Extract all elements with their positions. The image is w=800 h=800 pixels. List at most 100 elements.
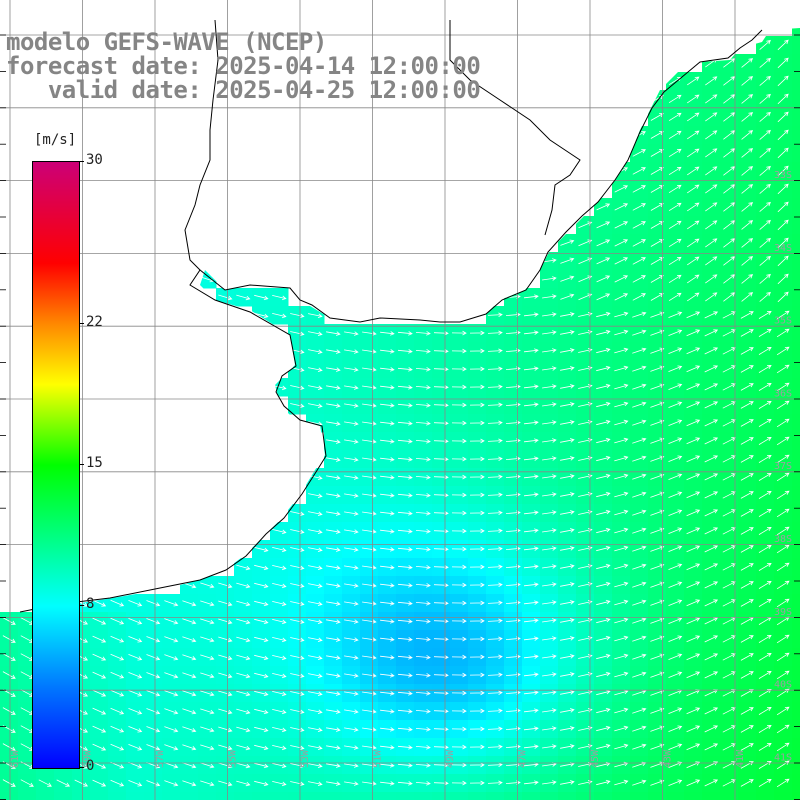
wind-arrow [740, 455, 754, 463]
longitude-label: 53W [300, 749, 311, 768]
wind-arrow [308, 727, 323, 732]
wind-arrow [668, 419, 683, 426]
wind-arrow [164, 690, 179, 697]
wind-arrow [397, 637, 413, 642]
wind-arrow [254, 708, 269, 715]
wind-arrow [560, 438, 575, 443]
wind-arrow [380, 367, 395, 372]
wind-arrow [686, 329, 701, 337]
wind-arrow [542, 420, 557, 425]
wind-arrow [650, 401, 665, 408]
wind-arrow [362, 529, 377, 534]
wind-arrow [326, 619, 341, 624]
wind-arrow [2, 635, 16, 643]
wind-arrow [272, 529, 287, 535]
wind-arrow [344, 529, 359, 534]
wind-arrow [632, 581, 647, 588]
field-cell [306, 792, 325, 800]
wind-arrow [451, 402, 467, 408]
wind-arrow [415, 421, 431, 426]
coastline [19, 29, 763, 613]
wind-arrow [758, 562, 772, 571]
wind-arrow [344, 493, 359, 498]
wind-arrow [362, 601, 377, 606]
wind-arrow [776, 472, 790, 482]
wind-arrow [614, 455, 629, 462]
wind-arrow [487, 528, 503, 534]
wind-arrow [397, 619, 413, 624]
map-title-block: modelo GEFS-WAVE (NCEP) forecast date: 2… [6, 30, 481, 102]
wind-arrow [344, 385, 359, 390]
wind-arrow [254, 582, 269, 589]
wind-arrow [523, 294, 539, 299]
wind-arrow [254, 780, 269, 787]
wind-arrow [397, 493, 413, 498]
wind-arrow [469, 366, 485, 372]
wind-arrow [415, 763, 431, 768]
longitude-label: 57W [155, 749, 166, 768]
wind-arrow [705, 274, 718, 284]
wind-arrow [397, 763, 413, 768]
longitude-label: 61W [10, 749, 21, 768]
wind-arrow [668, 274, 682, 284]
wind-arrow [110, 635, 125, 643]
wind-arrow [523, 780, 539, 785]
wind-arrow [362, 565, 377, 570]
field-cell [792, 522, 800, 541]
wind-arrow [560, 348, 575, 353]
wind-arrow [705, 256, 718, 266]
field-cell [792, 90, 800, 109]
wind-arrow [326, 493, 341, 498]
wind-arrow [523, 438, 539, 443]
field-cell [288, 792, 307, 800]
wind-arrow [433, 654, 449, 660]
wind-arrow [326, 691, 341, 696]
wind-arrow [758, 382, 772, 391]
wind-arrow [560, 654, 575, 659]
wind-arrow [290, 547, 305, 552]
wind-arrow [397, 709, 413, 714]
wind-arrow [451, 510, 467, 516]
field-cell [576, 792, 595, 800]
wind-arrow [146, 636, 161, 643]
wind-arrow [614, 581, 629, 588]
field-cell [792, 666, 800, 685]
wind-arrow [487, 510, 503, 516]
wind-arrow [758, 400, 772, 409]
wind-arrow [182, 600, 197, 607]
wind-arrow [560, 708, 575, 713]
field-cell [792, 558, 800, 577]
wind-arrow [218, 600, 233, 607]
wind-arrow [560, 510, 575, 515]
wind-arrow [705, 184, 718, 194]
wind-arrow [487, 708, 503, 714]
wind-arrow [326, 637, 341, 642]
wind-arrow [218, 636, 233, 643]
wind-arrow [741, 76, 754, 86]
wind-arrow [164, 636, 179, 643]
field-cell [792, 270, 800, 289]
wind-arrow [759, 129, 771, 140]
wind-arrow [596, 437, 611, 444]
wind-arrow [92, 779, 107, 787]
wind-arrow [200, 744, 215, 751]
field-cell [414, 792, 433, 800]
wind-arrow [650, 257, 664, 265]
wind-arrow [469, 330, 485, 336]
wind-arrow [596, 599, 611, 606]
wind-arrow [596, 779, 611, 786]
wind-arrow [614, 617, 629, 624]
wind-arrow [308, 331, 323, 336]
wind-arrow [777, 147, 789, 159]
wind-arrow [686, 581, 701, 589]
wind-arrow [704, 707, 719, 715]
wind-arrow [344, 349, 359, 354]
wind-arrow [451, 456, 467, 462]
wind-arrow [218, 726, 233, 733]
field-cell [792, 180, 800, 199]
wind-arrow [650, 329, 665, 336]
wind-arrow [308, 493, 323, 498]
wind-arrow [200, 582, 215, 589]
wind-arrow [650, 527, 665, 534]
